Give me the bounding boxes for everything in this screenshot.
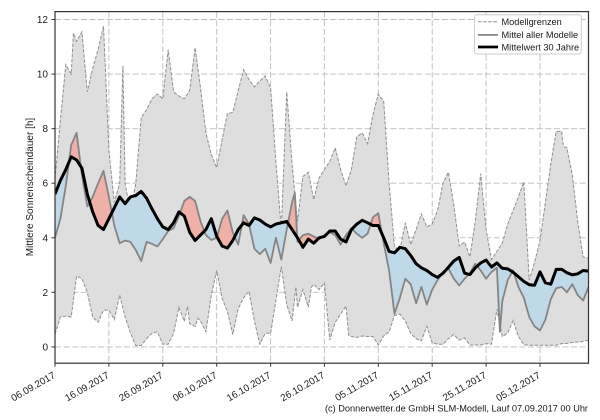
svg-text:12: 12 — [37, 15, 49, 26]
svg-text:(c) Donnerwetter.de GmbH SLM-M: (c) Donnerwetter.de GmbH SLM-Modell, Lau… — [325, 404, 588, 414]
svg-text:Mittel aller Modelle: Mittel aller Modelle — [502, 30, 579, 40]
svg-text:0: 0 — [42, 342, 48, 353]
svg-text:10: 10 — [37, 70, 49, 81]
svg-text:Mittelwert 30 Jahre: Mittelwert 30 Jahre — [502, 42, 580, 52]
svg-text:4: 4 — [42, 233, 48, 244]
svg-text:6: 6 — [42, 179, 48, 190]
svg-text:8: 8 — [42, 124, 48, 135]
svg-text:Modellgrenzen: Modellgrenzen — [502, 17, 562, 27]
svg-text:Mittlere Sonnenscheindauer [h]: Mittlere Sonnenscheindauer [h] — [25, 118, 36, 257]
svg-text:2: 2 — [42, 288, 48, 299]
